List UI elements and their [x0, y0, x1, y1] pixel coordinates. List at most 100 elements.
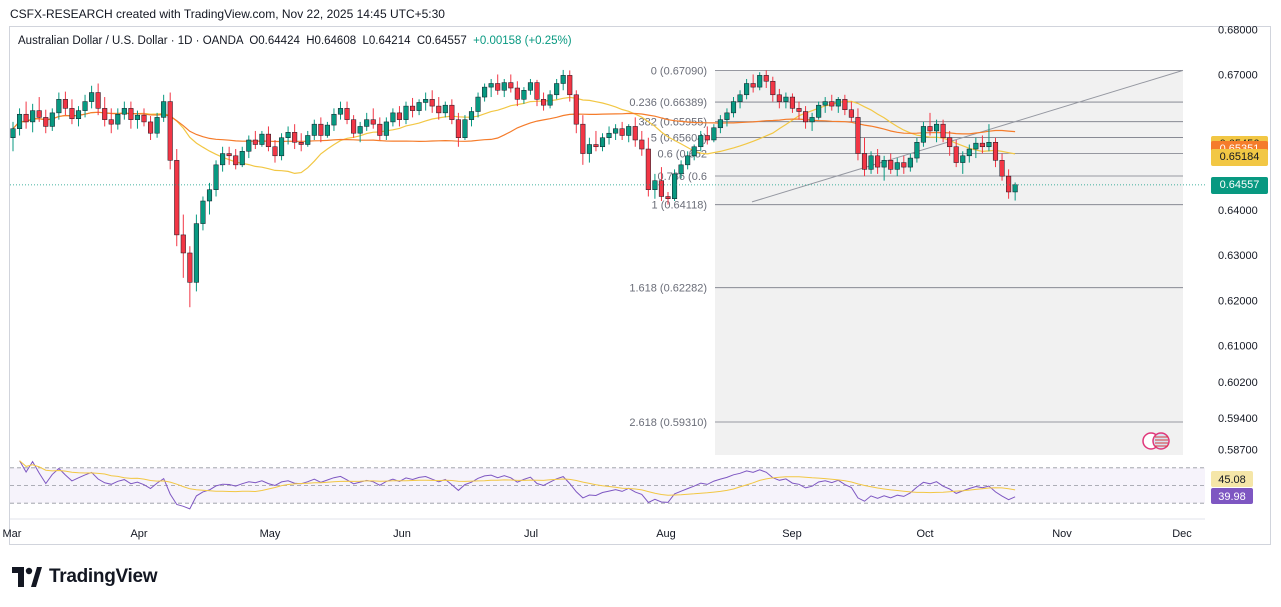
- candle-body: [390, 112, 396, 123]
- candle: [279, 133, 285, 161]
- fibonacci-zone: [715, 70, 1183, 455]
- candle: [468, 106, 475, 127]
- candle-body: [599, 137, 606, 148]
- tradingview-logo[interactable]: TradingView: [12, 566, 158, 588]
- candle: [789, 93, 796, 113]
- candle: [973, 137, 979, 159]
- candle-body: [180, 234, 186, 254]
- candle-body: [986, 141, 992, 148]
- candle-body: [789, 96, 796, 109]
- symbol-legend: Australian Dollar / U.S. Dollar · 1D · O…: [18, 35, 572, 47]
- candle-body: [1006, 175, 1012, 193]
- candle: [246, 135, 252, 159]
- candle-body: [213, 164, 219, 190]
- candle: [685, 151, 691, 170]
- candle-body: [757, 75, 763, 88]
- candle: [233, 149, 239, 170]
- candle: [305, 130, 311, 147]
- candle-body: [220, 153, 226, 166]
- candle: [842, 94, 848, 116]
- candle: [881, 155, 887, 181]
- candle: [43, 109, 49, 134]
- candle: [403, 101, 409, 125]
- candle-body: [436, 105, 442, 114]
- candle-body: [652, 180, 658, 190]
- candle-body: [750, 83, 756, 88]
- candle: [619, 121, 625, 140]
- candle-body: [148, 121, 154, 134]
- candle: [920, 121, 927, 147]
- time-tick-label: Jun: [393, 528, 411, 540]
- candle: [121, 101, 127, 120]
- candle: [541, 92, 547, 111]
- tradingview-logo-icon: [12, 567, 42, 587]
- price-tick-label: 0.58700: [1218, 445, 1258, 457]
- candle-body: [691, 146, 697, 157]
- candle: [318, 117, 324, 143]
- candle: [462, 115, 468, 140]
- fib-label-0.786: 0.786 (0.6: [657, 171, 707, 183]
- candle: [141, 108, 147, 127]
- candle: [311, 119, 317, 140]
- candle-body: [704, 135, 710, 141]
- candle: [102, 97, 108, 127]
- candle: [69, 99, 75, 125]
- candle: [678, 160, 684, 179]
- candle: [934, 119, 940, 143]
- candle-body: [842, 99, 848, 110]
- candle: [416, 99, 422, 116]
- candle-body: [934, 123, 940, 132]
- candle-body: [894, 162, 900, 170]
- candle-body: [344, 108, 350, 120]
- price-tick-label: 0.59400: [1218, 413, 1258, 425]
- candle-body: [737, 94, 743, 102]
- candle-body: [455, 119, 461, 138]
- time-tick-label: Sep: [782, 528, 802, 540]
- candle-body: [272, 146, 278, 157]
- candle-body: [875, 155, 881, 168]
- candle: [508, 74, 514, 93]
- candle: [822, 97, 828, 113]
- candle: [488, 78, 494, 98]
- candle-body: [685, 155, 691, 166]
- candle-body: [279, 137, 285, 157]
- candle: [770, 76, 776, 102]
- candle-body: [665, 196, 671, 199]
- candle: [115, 108, 121, 130]
- candle-body: [337, 108, 344, 115]
- candle-body: [56, 99, 62, 114]
- candle: [377, 117, 383, 140]
- high-value: H0.64608: [306, 35, 357, 47]
- candle: [901, 155, 907, 174]
- price-tick-label: 0.63000: [1218, 250, 1258, 262]
- flag-icon: [1142, 432, 1170, 450]
- candle: [835, 97, 841, 113]
- rsi-ma-line: [19, 460, 1016, 496]
- candle-body: [30, 110, 36, 123]
- fib-label-0: 0 (0.67090): [651, 65, 707, 77]
- fib-label-0.382: 382 (0.65955): [639, 117, 708, 129]
- candle: [927, 112, 933, 136]
- candle: [894, 158, 900, 177]
- candle-body: [508, 82, 514, 89]
- candle: [848, 101, 854, 122]
- candle-body: [619, 128, 625, 136]
- candle: [809, 112, 815, 131]
- candle: [49, 108, 55, 131]
- candle: [560, 69, 566, 91]
- candle: [829, 94, 835, 111]
- candle-body: [973, 142, 979, 150]
- candle: [285, 126, 291, 145]
- candle: [265, 126, 271, 152]
- candle: [436, 97, 442, 120]
- candle-body: [770, 80, 776, 96]
- candle-body: [141, 114, 147, 123]
- candle-body: [501, 82, 507, 91]
- candle: [554, 78, 560, 100]
- candle: [691, 144, 697, 161]
- candle-body: [167, 101, 173, 161]
- candle-body: [796, 108, 802, 112]
- candle: [239, 146, 245, 168]
- candle-body: [717, 119, 723, 129]
